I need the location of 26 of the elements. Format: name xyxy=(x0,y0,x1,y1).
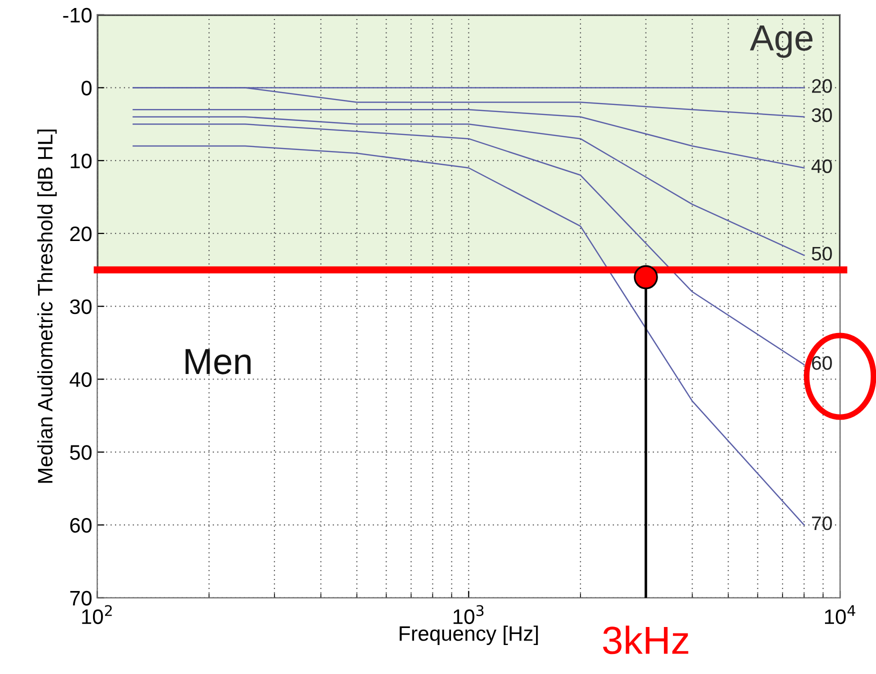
series-label: 60 xyxy=(812,356,832,370)
y-tick-label: 70 xyxy=(70,590,92,606)
series-label: 70 xyxy=(812,516,832,530)
line-series xyxy=(132,145,805,526)
x-tick-label: 10$^{4}$ xyxy=(825,605,856,624)
y-tick-label: 20 xyxy=(70,226,92,242)
annotation: Men xyxy=(186,349,251,374)
annotation: Age xyxy=(750,26,812,58)
y-tick-label: 50 xyxy=(70,445,92,460)
y-tick-label: 0 xyxy=(82,80,92,96)
series-label: 40 xyxy=(811,159,832,174)
y-axis-title: Median Audiometric Threshold [dB HL] xyxy=(37,130,57,483)
y-tick-label: 40 xyxy=(70,372,92,387)
series-label: 20 xyxy=(812,79,832,93)
series-label: 50 xyxy=(812,246,832,261)
y-tick-label: -10 xyxy=(63,8,92,23)
ref-line-label: 3kHz xyxy=(603,626,688,654)
y-tick-label: 10 xyxy=(70,154,92,168)
x-tick-label: 10$^{3}$ xyxy=(454,605,484,624)
y-tick-label: 60 xyxy=(70,518,92,533)
y-tick-label: 30 xyxy=(70,299,92,314)
line-series xyxy=(132,116,805,256)
x-axis-title: Frequency [Hz] xyxy=(400,626,538,646)
line-series xyxy=(132,108,805,168)
series-label: 30 xyxy=(812,108,832,122)
x-tick-label: 10$^{2}$ xyxy=(82,605,112,624)
